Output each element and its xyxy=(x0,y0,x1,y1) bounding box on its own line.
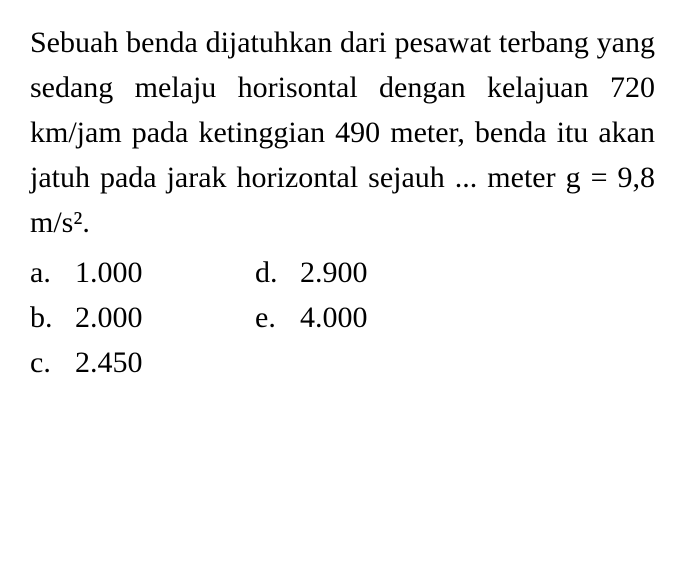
question-text: Sebuah benda dijatuhkan dari pesawat ter… xyxy=(30,20,655,245)
option-letter: e. xyxy=(255,295,300,340)
options-column-2: d. 2.900 e. 4.000 xyxy=(255,250,380,385)
option-e: e. 4.000 xyxy=(255,295,380,340)
option-value: 2.450 xyxy=(75,340,155,385)
option-value: 1.000 xyxy=(75,250,155,295)
option-c: c. 2.450 xyxy=(30,340,155,385)
option-value: 2.000 xyxy=(75,295,155,340)
options-column-1: a. 1.000 b. 2.000 c. 2.450 xyxy=(30,250,155,385)
option-value: 4.000 xyxy=(300,295,380,340)
option-d: d. 2.900 xyxy=(255,250,380,295)
option-letter: a. xyxy=(30,250,75,295)
option-a: a. 1.000 xyxy=(30,250,155,295)
option-letter: d. xyxy=(255,250,300,295)
option-value: 2.900 xyxy=(300,250,380,295)
options-container: a. 1.000 b. 2.000 c. 2.450 d. 2.900 e. 4… xyxy=(30,250,655,385)
option-letter: c. xyxy=(30,340,75,385)
option-letter: b. xyxy=(30,295,75,340)
option-b: b. 2.000 xyxy=(30,295,155,340)
